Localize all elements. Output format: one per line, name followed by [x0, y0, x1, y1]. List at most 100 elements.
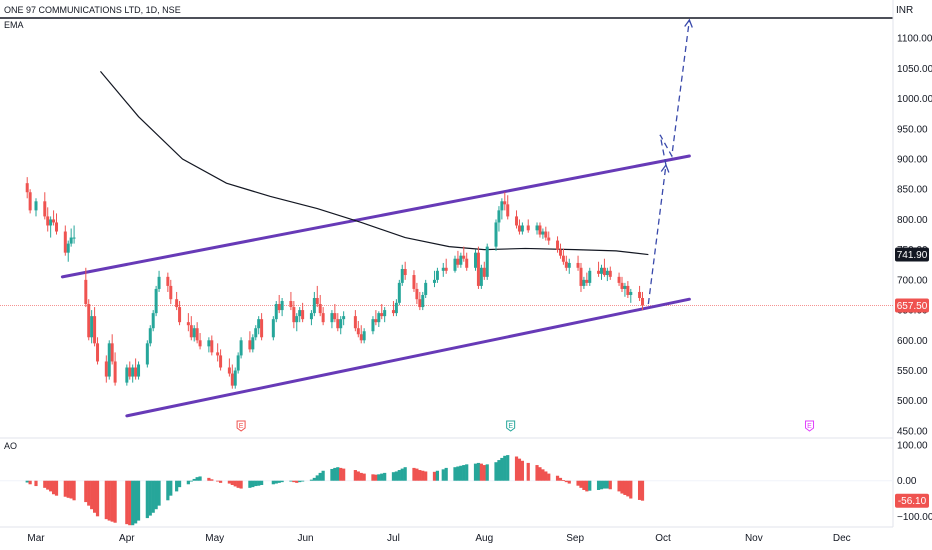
- candle-body: [157, 276, 161, 289]
- candle-body: [148, 328, 152, 344]
- month-tick-label: Sep: [566, 533, 584, 544]
- candle-body: [638, 291, 642, 298]
- candle-body: [134, 367, 138, 377]
- last-price-badge-label: 657.50: [897, 301, 928, 312]
- ao-bar: [113, 480, 117, 523]
- ao-bar: [166, 480, 170, 501]
- ao-bar: [479, 463, 483, 481]
- ao-bar: [157, 480, 161, 506]
- candle-body: [564, 261, 568, 268]
- ao-bar: [482, 465, 486, 481]
- ao-bar: [503, 455, 507, 481]
- channel-lower-line: [125, 297, 691, 418]
- candle-body: [474, 252, 477, 268]
- ao-bar: [289, 480, 293, 482]
- candle-body: [55, 222, 59, 232]
- earnings-marker-letter: E: [807, 423, 812, 430]
- ao-bar: [620, 480, 624, 494]
- projection-arrowhead: [684, 18, 693, 28]
- candle-body: [52, 219, 56, 223]
- last-price-badge: [895, 298, 929, 313]
- month-tick-label: Nov: [745, 533, 763, 544]
- ao-bar: [456, 466, 460, 481]
- month-tick-label: Aug: [475, 533, 493, 544]
- candle-body: [336, 319, 340, 329]
- ao-bar: [34, 480, 38, 487]
- candle-body: [137, 364, 141, 377]
- ao-bar: [359, 472, 363, 481]
- ao-bar: [380, 473, 384, 481]
- candle-body: [289, 301, 293, 308]
- candle-body: [400, 268, 404, 283]
- candle-body: [453, 258, 457, 271]
- ao-bar: [596, 480, 601, 490]
- ao-bar: [494, 462, 498, 481]
- ao-bar: [424, 471, 428, 481]
- ao-bar: [277, 480, 281, 483]
- ao-bar: [371, 474, 375, 481]
- ao-bar: [555, 475, 560, 481]
- candle-body: [541, 231, 545, 235]
- candle-body: [435, 270, 439, 280]
- candle-body: [629, 291, 633, 295]
- candle-body: [260, 319, 264, 338]
- price-tick-label: 800.00: [897, 215, 928, 226]
- ao-bar: [330, 468, 334, 481]
- ao-bar: [465, 464, 469, 481]
- price-tick-label: 600.00: [897, 336, 928, 347]
- candle-body: [383, 310, 387, 317]
- candle-body: [415, 288, 419, 300]
- ao-bar: [301, 480, 305, 482]
- candle-body: [535, 225, 539, 231]
- earnings-marker-letter: E: [239, 423, 244, 430]
- ao-bar: [400, 468, 404, 481]
- ao-bar: [547, 473, 551, 481]
- candle-body: [292, 307, 296, 323]
- candle-body: [298, 310, 302, 317]
- ao-bar: [169, 480, 173, 496]
- candle-body: [339, 319, 343, 329]
- price-tick-label: 1000.00: [897, 94, 932, 105]
- ao-bar: [136, 480, 141, 521]
- ao-bar: [538, 467, 542, 481]
- ao-bar: [353, 470, 357, 481]
- ema-indicator-label[interactable]: EMA: [4, 20, 24, 30]
- ao-bar: [134, 480, 138, 524]
- candle-body: [318, 304, 322, 314]
- ao-bar: [403, 467, 407, 481]
- candle-body: [515, 216, 519, 226]
- ao-bar: [145, 480, 149, 519]
- candle-body: [110, 343, 114, 362]
- candle-body: [34, 201, 38, 211]
- ao-bar: [356, 471, 360, 481]
- ao-bar: [298, 480, 302, 483]
- price-tick-label: 700.00: [897, 275, 928, 286]
- projection-path: [647, 19, 691, 305]
- ao-bar: [95, 480, 100, 517]
- candle-body: [154, 288, 158, 314]
- candle-body: [145, 343, 149, 365]
- candle-body: [485, 246, 489, 277]
- ao-bar: [444, 467, 448, 481]
- candle-body: [66, 243, 70, 253]
- ao-bar: [535, 465, 539, 481]
- candle-body: [84, 279, 88, 305]
- ema-value-badge: [895, 247, 929, 262]
- ao-bar: [236, 480, 240, 488]
- candle-body: [582, 279, 586, 286]
- candle-body: [599, 267, 603, 274]
- candle-body: [175, 299, 179, 308]
- candle-body: [25, 183, 29, 193]
- ao-indicator-label[interactable]: AO: [4, 441, 17, 451]
- ao-bar: [342, 468, 346, 481]
- candle-body: [623, 285, 627, 289]
- candle-body: [462, 255, 466, 259]
- ao-bar: [216, 480, 220, 482]
- ao-bar: [588, 480, 592, 491]
- ao-bar: [514, 456, 519, 481]
- candle-body: [412, 275, 416, 289]
- candle-body: [377, 313, 381, 323]
- candle-body: [113, 361, 117, 383]
- earnings-marker-icon: [805, 420, 815, 432]
